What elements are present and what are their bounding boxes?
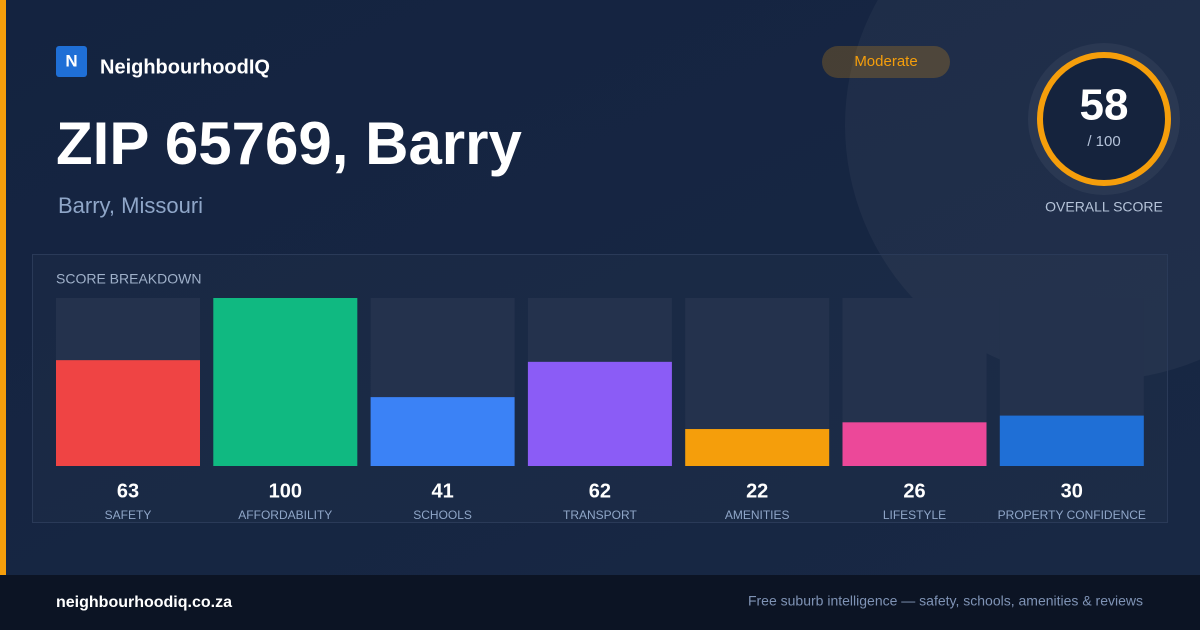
bar	[213, 298, 358, 466]
value-label: 26	[903, 480, 925, 502]
badge	[822, 46, 950, 78]
value-label: 22	[746, 480, 768, 502]
category-label: LIFESTYLE	[883, 508, 946, 522]
value-label: 41	[431, 480, 453, 502]
bar	[842, 422, 987, 466]
chart-title: SCORE BREAKDOWN	[56, 271, 201, 287]
score-max: / 100	[1087, 133, 1120, 150]
category-label: SAFETY	[105, 508, 152, 522]
logo-letter: N	[65, 51, 77, 70]
score-label: OVERALL SCORE	[1045, 199, 1163, 215]
bar	[999, 415, 1144, 466]
accent-stripe	[0, 0, 6, 575]
score-ring	[1037, 52, 1171, 186]
category-label: SCHOOLS	[413, 508, 472, 522]
category-label: PROPERTY CONFIDENCE	[998, 508, 1146, 522]
title: ZIP 65769, Barry	[56, 110, 523, 177]
value-label: 100	[269, 480, 302, 502]
value-label: 63	[117, 480, 139, 502]
badge-text: Moderate	[854, 53, 917, 70]
value-label: 62	[589, 480, 611, 502]
footer-site: neighbourhoodiq.co.za	[56, 594, 232, 611]
category-label: AMENITIES	[725, 508, 790, 522]
bar	[527, 361, 672, 466]
category-label: AFFORDABILITY	[238, 508, 332, 522]
brand-name: NeighbourhoodIQ	[100, 56, 270, 78]
footer-tagline: Free suburb intelligence — safety, schoo…	[748, 593, 1143, 609]
bar	[56, 360, 200, 466]
background	[0, 0, 1200, 575]
bar	[370, 397, 515, 466]
score-value: 58	[1080, 81, 1129, 130]
footer	[0, 575, 1200, 630]
bar	[685, 429, 830, 466]
logo	[56, 46, 87, 77]
value-label: 30	[1061, 480, 1083, 502]
subtitle: Barry, Missouri	[58, 193, 203, 218]
breakdown-panel	[32, 254, 1168, 523]
category-label: TRANSPORT	[563, 508, 637, 522]
